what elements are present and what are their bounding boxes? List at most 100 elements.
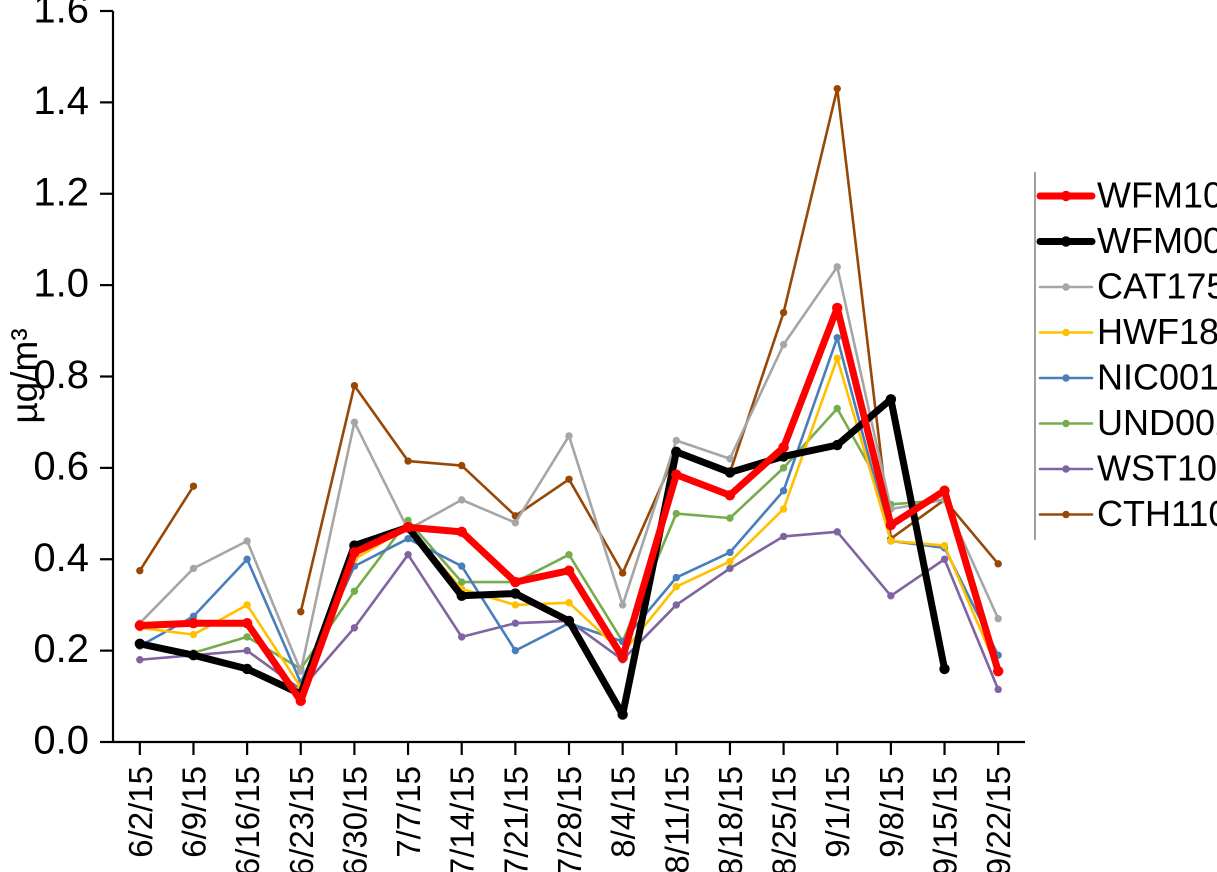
data-point bbox=[134, 620, 146, 631]
x-tick-label: 6/30/15 bbox=[336, 766, 373, 872]
data-point bbox=[779, 340, 788, 349]
x-tick-label: 9/22/15 bbox=[980, 766, 1017, 872]
y-tick-label: 0.0 bbox=[33, 719, 89, 763]
legend-label: WST109 bbox=[1097, 448, 1217, 489]
data-point bbox=[672, 601, 680, 609]
x-tick-label: 7/28/15 bbox=[551, 766, 588, 872]
legend-swatch-marker bbox=[1062, 465, 1070, 473]
series-line bbox=[136, 395, 949, 719]
data-point bbox=[297, 667, 305, 675]
y-tick-label: 0.2 bbox=[33, 627, 89, 671]
legend-label: WFM105 bbox=[1097, 175, 1217, 216]
legend-swatch-marker bbox=[1060, 190, 1072, 202]
data-point bbox=[779, 464, 788, 472]
x-tick-label: 8/4/15 bbox=[605, 766, 642, 858]
series-wfm105 bbox=[134, 302, 1004, 707]
data-point bbox=[939, 485, 950, 496]
x-tick-label: 7/21/15 bbox=[497, 766, 534, 872]
legend-item-nic001[interactable]: NIC001 bbox=[1038, 357, 1217, 398]
data-point bbox=[779, 505, 788, 513]
data-point bbox=[779, 308, 788, 317]
legend-item-und002[interactable]: UND002 bbox=[1038, 402, 1217, 443]
y-tick-label: 0.4 bbox=[33, 536, 89, 580]
data-point bbox=[672, 436, 680, 445]
legend-item-wfm007[interactable]: WFM007 bbox=[1036, 220, 1217, 261]
data-point bbox=[350, 381, 359, 390]
legend-item-cat175[interactable]: CAT175 bbox=[1038, 266, 1217, 307]
x-tick-label: 7/7/15 bbox=[390, 766, 427, 858]
chart-legend: WFM105WFM007 CAT175HWF187 NIC001UND002 WST1… bbox=[1034, 172, 1217, 540]
data-point bbox=[243, 555, 251, 563]
legend-label: UND002 bbox=[1097, 402, 1217, 443]
data-point bbox=[832, 302, 843, 314]
data-point bbox=[672, 582, 680, 591]
legend-swatch-marker bbox=[1062, 374, 1070, 382]
legend-item-wst109[interactable]: WST109 bbox=[1038, 448, 1217, 489]
data-point bbox=[726, 548, 734, 557]
data-point bbox=[618, 601, 627, 609]
data-point bbox=[510, 588, 521, 599]
y-axis-title: µg/m³ bbox=[4, 328, 45, 423]
data-point bbox=[994, 560, 1002, 568]
legend-label: CTH110 bbox=[1097, 493, 1217, 534]
y-tick-label: 1.2 bbox=[33, 170, 89, 214]
y-tick-label: 0.8 bbox=[33, 353, 89, 397]
axis-lines bbox=[111, 11, 1025, 744]
data-point bbox=[940, 555, 949, 563]
legend-label: WFM007 bbox=[1097, 220, 1217, 261]
data-point bbox=[563, 565, 575, 576]
data-point bbox=[295, 695, 306, 707]
data-point bbox=[188, 649, 199, 661]
data-point bbox=[672, 509, 680, 518]
data-point bbox=[724, 490, 736, 501]
data-point bbox=[994, 685, 1002, 694]
data-point bbox=[511, 619, 520, 627]
y-tick-label: 0.6 bbox=[33, 444, 89, 488]
x-tick-label: 7/14/15 bbox=[444, 766, 481, 872]
x-tick-label: 9/8/15 bbox=[873, 766, 910, 858]
legend-label: CAT175 bbox=[1097, 266, 1217, 307]
x-axis-ticks bbox=[138, 742, 1000, 755]
data-point bbox=[726, 564, 734, 573]
data-point bbox=[617, 652, 628, 663]
x-tick-label: 6/23/15 bbox=[283, 766, 320, 872]
y-axis-ticks bbox=[100, 9, 113, 744]
data-point bbox=[833, 404, 841, 413]
y-tick-label: 1.6 bbox=[33, 0, 89, 32]
data-point bbox=[939, 663, 950, 675]
data-point bbox=[458, 578, 466, 586]
data-point bbox=[833, 528, 841, 536]
data-point bbox=[404, 550, 412, 559]
data-point bbox=[671, 469, 682, 480]
legend-item-cth110[interactable]: CTH110 bbox=[1038, 493, 1217, 534]
data-point bbox=[832, 439, 843, 451]
data-point bbox=[458, 461, 466, 470]
x-tick-label: 6/9/15 bbox=[175, 766, 212, 858]
data-point bbox=[189, 612, 198, 621]
y-axis-tick-labels: 0.0 0.2 0.4 0.6 0.8 1.0 1.2 1.4 1.6 bbox=[33, 0, 89, 763]
data-point bbox=[511, 601, 520, 609]
data-point bbox=[618, 569, 627, 577]
data-point bbox=[458, 562, 466, 570]
data-point bbox=[350, 418, 359, 426]
data-point bbox=[510, 576, 521, 588]
data-point bbox=[833, 263, 841, 271]
data-point bbox=[992, 665, 1004, 677]
data-point bbox=[565, 432, 573, 440]
x-tick-label: 6/16/15 bbox=[229, 766, 266, 872]
data-point bbox=[833, 354, 841, 362]
data-point bbox=[350, 587, 359, 595]
data-point bbox=[456, 590, 467, 601]
data-point bbox=[402, 522, 414, 533]
data-point bbox=[724, 467, 736, 478]
data-point bbox=[833, 333, 841, 342]
data-point bbox=[617, 709, 628, 720]
legend-item-hwf187[interactable]: HWF187 bbox=[1038, 311, 1217, 352]
legend-item-wfm105[interactable]: WFM105 bbox=[1036, 175, 1217, 216]
data-point bbox=[671, 446, 682, 458]
data-point bbox=[885, 519, 897, 531]
data-point bbox=[189, 564, 198, 573]
data-point bbox=[297, 608, 305, 616]
data-point bbox=[563, 615, 575, 627]
